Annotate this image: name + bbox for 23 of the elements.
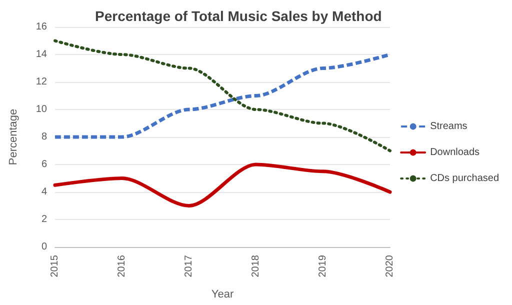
y-axis-title: Percentage: [8, 108, 20, 166]
x-axis-title: Year: [211, 288, 234, 300]
y-tick-label: 6: [41, 159, 48, 170]
y-tick-label: 8: [41, 132, 48, 142]
y-tick-label: 12: [36, 76, 48, 88]
x-tick-label: 2020: [384, 254, 396, 278]
legend-label: CDs purchased: [430, 173, 499, 184]
line-series: [53, 162, 392, 208]
x-tick-label: 2015: [50, 254, 60, 278]
y-tick-label: 14: [36, 49, 48, 60]
x-tick-label: 2019: [318, 254, 328, 278]
y-tick-label: 0: [41, 242, 48, 252]
x-tick-label: 2017: [184, 254, 194, 278]
y-tick-label: 2: [41, 214, 48, 225]
y-tick-label: 16: [36, 22, 48, 32]
x-tick-label: 2016: [116, 254, 128, 278]
line-series: [54, 39, 392, 152]
legend-label: Streams: [430, 121, 468, 132]
y-tick-label: 4: [41, 186, 48, 198]
legend-label: Downloads: [430, 147, 480, 158]
y-tick-label: 10: [36, 104, 48, 115]
x-tick-label: 2018: [250, 254, 262, 278]
chart-title: Percentage of Total Music Sales by Method: [95, 8, 382, 24]
